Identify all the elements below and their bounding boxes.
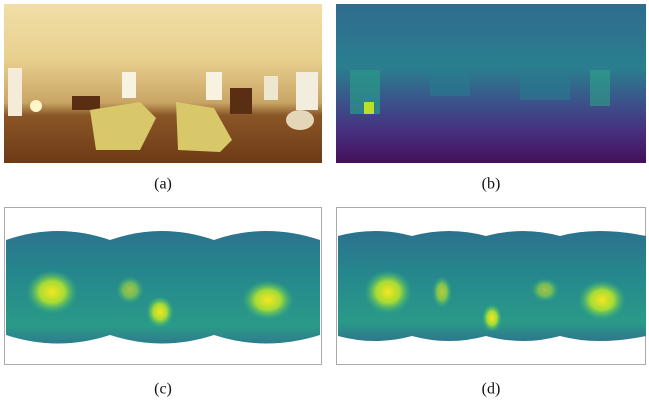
depth-image bbox=[336, 4, 646, 163]
page: {"panels": [{"caption": "(a)"}, {"captio… bbox=[0, 0, 649, 403]
panorama-image bbox=[4, 4, 322, 163]
caption: (c) bbox=[154, 381, 172, 398]
caption: (a) bbox=[154, 176, 172, 193]
caption: (b) bbox=[482, 176, 501, 193]
figure: (a) (b) (c) (d) bbox=[0, 0, 649, 403]
caption: (d) bbox=[482, 381, 501, 398]
projection-image bbox=[6, 222, 320, 352]
projection-image bbox=[338, 226, 646, 346]
